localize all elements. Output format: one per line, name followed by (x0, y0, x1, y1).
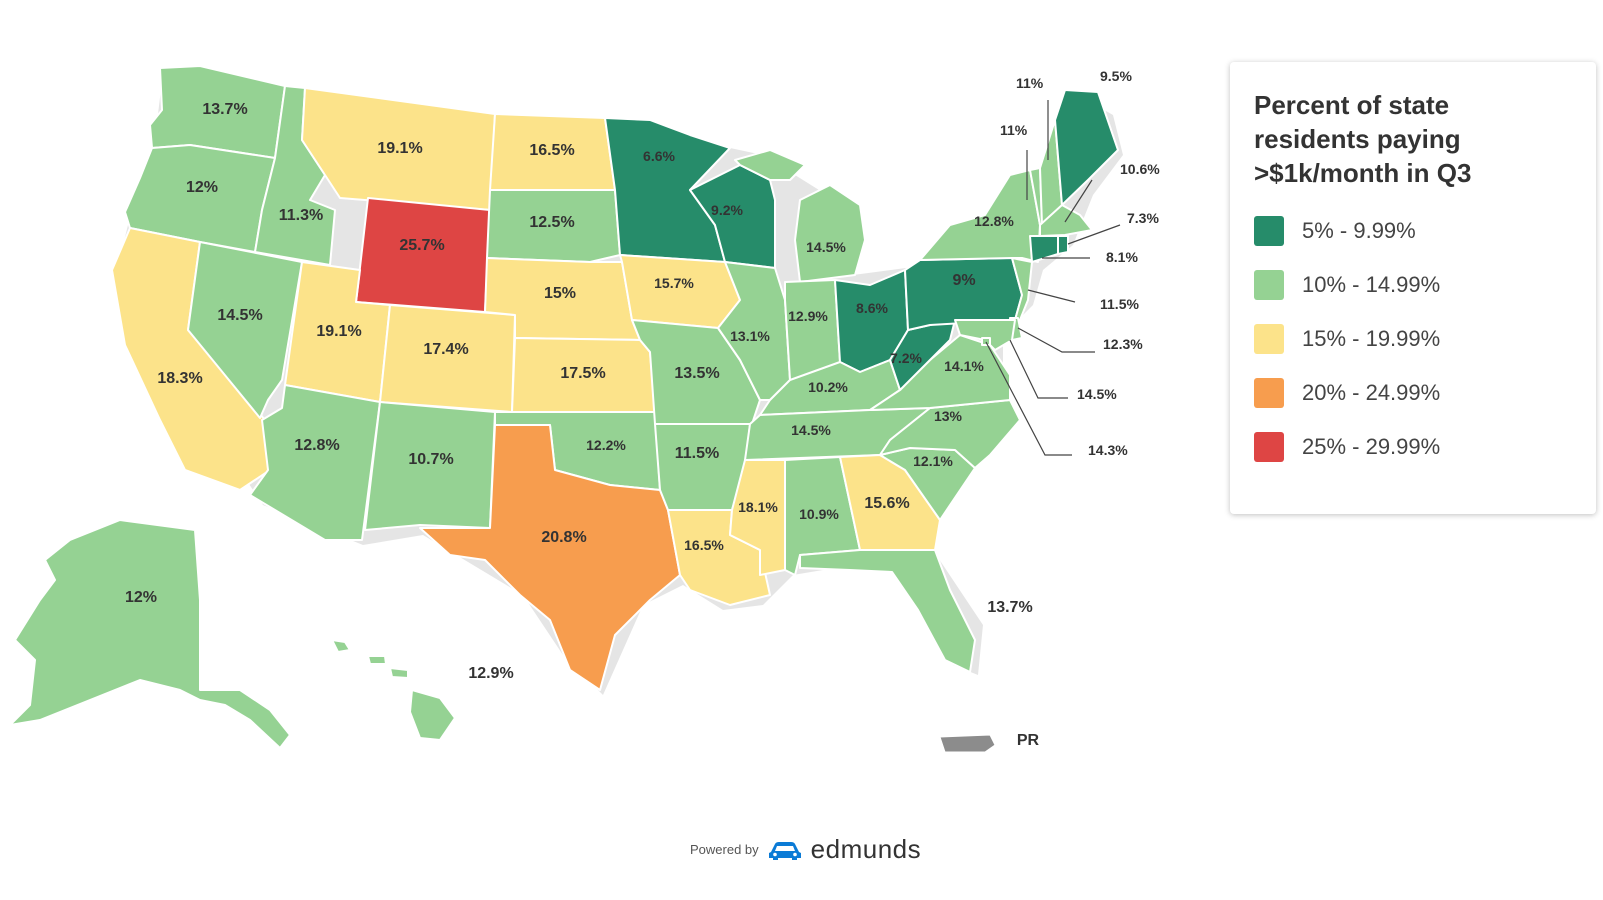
legend-item: 10% - 14.99% (1254, 270, 1572, 300)
edmunds-wordmark: edmunds (810, 834, 922, 864)
legend-title: Percent of state residents paying >$1k/m… (1254, 90, 1472, 188)
footer-attribution: Powered by edmunds (690, 834, 921, 865)
legend-swatch (1254, 378, 1284, 408)
label-NE: 15% (544, 285, 576, 302)
label-IL: 13.1% (730, 328, 770, 344)
label-ID: 11.3% (279, 207, 323, 224)
label-NC: 13% (934, 408, 963, 424)
label-IN: 12.9% (788, 308, 828, 324)
label-KS: 17.5% (560, 365, 605, 382)
powered-by-text: Powered by (690, 842, 759, 857)
state-CO (379, 304, 516, 413)
label-CT: 8.1% (1106, 249, 1138, 265)
label-CA: 18.3% (157, 370, 202, 387)
label-NM: 10.7% (408, 451, 453, 468)
label-AZ: 12.8% (294, 437, 339, 454)
label-CO: 17.4% (423, 341, 468, 358)
label-FL: 13.7% (987, 599, 1032, 616)
label-VT: 11% (1000, 122, 1028, 138)
legend-item: 5% - 9.99% (1254, 216, 1572, 246)
legend-item: 15% - 19.99% (1254, 324, 1572, 354)
label-WV: 7.2% (890, 350, 922, 366)
label-UT: 19.1% (316, 323, 361, 340)
label-MT: 19.1% (377, 140, 422, 157)
state-MD (954, 319, 1016, 351)
legend-swatch (1254, 432, 1284, 462)
label-TX: 20.8% (541, 529, 586, 546)
legend-swatch (1254, 216, 1284, 246)
label-NH: 11% (1016, 75, 1044, 91)
label-ND: 16.5% (529, 142, 574, 159)
state-RI (1057, 235, 1069, 255)
legend-item: 25% - 29.99% (1254, 432, 1572, 462)
legend-swatch (1254, 324, 1284, 354)
label-MA: 10.6% (1120, 161, 1160, 177)
legend-items: 5% - 9.99% 10% - 14.99% 15% - 19.99% 20%… (1254, 216, 1572, 462)
label-WA: 13.7% (202, 101, 247, 118)
label-KY: 10.2% (808, 379, 848, 395)
label-MO: 13.5% (674, 365, 719, 382)
state-IA (619, 254, 741, 329)
label-SD: 12.5% (529, 214, 574, 231)
legend-label: 25% - 29.99% (1302, 434, 1441, 459)
label-VA: 14.1% (944, 358, 984, 374)
callout-leaders (985, 100, 1121, 456)
label-WI: 9.2% (711, 202, 743, 218)
label-AR: 11.5% (675, 445, 719, 462)
label-MN: 6.6% (643, 148, 675, 164)
label-AK: 12% (125, 589, 157, 606)
label-SC: 12.1% (913, 453, 953, 469)
label-DE: 12.3% (1103, 336, 1143, 352)
state-FL (799, 549, 976, 673)
label-PA: 9% (952, 272, 975, 289)
territory-PR (939, 734, 996, 753)
label-LA: 16.5% (684, 537, 724, 553)
label-TN: 14.5% (791, 422, 831, 438)
legend-label: 5% - 9.99% (1302, 218, 1416, 243)
state-NM (364, 401, 496, 531)
state-HI (331, 639, 456, 741)
label-PR: PR (1017, 732, 1040, 749)
label-IA: 15.7% (654, 275, 694, 291)
label-MS: 18.1% (738, 499, 778, 515)
state-WY (355, 197, 491, 313)
label-ME: 9.5% (1100, 68, 1132, 84)
value-labels: 13.7% 12% 18.3% 11.3% 14.5% 19.1% 25.7% … (125, 68, 1160, 749)
legend-label: 10% - 14.99% (1302, 272, 1441, 297)
label-OK: 12.2% (586, 437, 626, 453)
label-OH: 8.6% (856, 300, 888, 316)
legend-label: 20% - 24.99% (1302, 380, 1441, 405)
label-NV: 14.5% (217, 307, 262, 324)
label-AL: 10.9% (799, 506, 839, 522)
legend-label: 15% - 19.99% (1302, 326, 1441, 351)
label-WY: 25.7% (399, 237, 444, 254)
label-NY: 12.8% (974, 213, 1014, 229)
label-RI: 7.3% (1127, 210, 1159, 226)
legend-swatch (1254, 270, 1284, 300)
state-IL (717, 261, 791, 401)
state-SD (486, 189, 621, 263)
label-MI: 14.5% (806, 239, 846, 255)
label-MD: 14.5% (1077, 386, 1117, 402)
state-AK (9, 519, 291, 749)
state-TX (419, 424, 681, 691)
state-DC (981, 337, 991, 346)
label-HI: 12.9% (468, 665, 513, 682)
legend: Percent of state residents paying >$1k/m… (1230, 62, 1596, 514)
label-OR: 12% (186, 179, 218, 196)
label-NJ: 11.5% (1100, 296, 1139, 312)
label-DC: 14.3% (1088, 442, 1128, 458)
us-choropleth-map: 13.7% 12% 18.3% 11.3% 14.5% 19.1% 25.7% … (9, 65, 1160, 753)
state-MI (734, 149, 866, 283)
legend-item: 20% - 24.99% (1254, 378, 1572, 408)
car-logo-icon (768, 841, 801, 860)
label-GA: 15.6% (864, 495, 909, 512)
